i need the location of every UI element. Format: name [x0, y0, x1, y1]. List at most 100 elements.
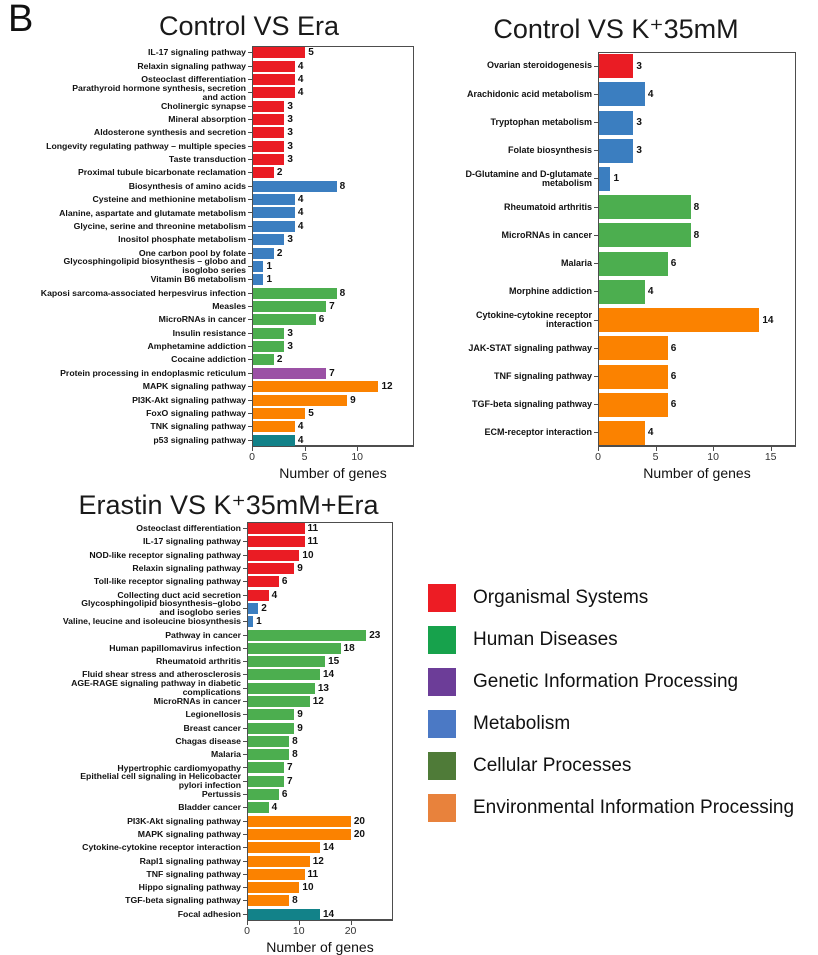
bar-hd	[248, 735, 290, 747]
y-tick	[594, 263, 598, 265]
bar-eip	[253, 381, 379, 393]
bar-os	[248, 523, 305, 535]
bar-row: Bladder cancer 4	[30, 801, 393, 814]
bar-value-label: 8	[339, 287, 346, 299]
bar-value-label: 4	[297, 220, 304, 232]
bar-eip	[253, 421, 295, 433]
pathway-label: Epithelial cell signaling in Helicobacte…	[80, 771, 241, 791]
legend-item: Genetic Information Processing	[428, 661, 794, 703]
bar-value-label: 6	[670, 258, 677, 270]
pathway-label: MicroRNAs in cancer	[153, 696, 241, 707]
pathway-label: TNK signaling pathway	[150, 421, 246, 432]
legend-color-swatch	[428, 710, 456, 738]
bar-row: Epithelial cell signaling in Helicobacte…	[30, 771, 393, 791]
x-tick-line	[357, 447, 359, 451]
legend-label: Cellular Processes	[473, 755, 632, 776]
bar-row: IL-17 signaling pathway 5	[2, 46, 414, 59]
bar-row: JAK-STAT signaling pathway 6	[410, 334, 796, 362]
bar-value-label: 10	[302, 549, 314, 561]
bar-value-label: 20	[353, 815, 365, 827]
bar-hd	[248, 656, 326, 668]
bar-value-label: 2	[276, 247, 283, 259]
y-tick	[248, 399, 252, 401]
bar-hd	[248, 669, 320, 681]
bar-hd	[599, 251, 668, 276]
bar-value-label: 1	[266, 274, 273, 286]
y-tick	[248, 185, 252, 187]
bar-row: IL-17 signaling pathway 11	[30, 535, 393, 548]
bar-value-label: 8	[292, 895, 298, 907]
bar-eip	[248, 855, 310, 867]
pathway-label: MAPK signaling pathway	[137, 829, 241, 839]
chart-title: Control VS Era	[158, 10, 340, 41]
x-tick-label: 10	[351, 451, 364, 463]
y-tick	[243, 687, 247, 689]
pathway-label: Chagas disease	[175, 735, 241, 746]
y-tick	[243, 780, 247, 782]
bar-value-label: 2	[276, 167, 283, 179]
bar-os	[253, 113, 285, 125]
bar-value-label: 11	[307, 523, 319, 535]
y-tick	[243, 807, 247, 809]
bar-m	[599, 138, 634, 163]
pathway-label: Human papillomavirus infection	[109, 642, 241, 653]
bar-value-label: 6	[281, 789, 288, 801]
bar-value-label: 4	[647, 427, 654, 439]
pathway-label: Cytokine-cytokine receptor interaction	[475, 309, 592, 330]
y-tick	[594, 122, 598, 124]
x-tick-line	[350, 921, 352, 925]
y-tick	[243, 740, 247, 742]
category-legend: Organismal Systems Human Diseases Genetic …	[428, 577, 794, 829]
bar-m	[253, 207, 295, 219]
bar-value-label: 14	[322, 908, 335, 920]
pathway-label: Aldosterone synthesis and secretion	[93, 127, 246, 138]
pathway-label: TGF-beta signaling pathway	[471, 399, 592, 410]
bar-value-label: 1	[266, 260, 273, 272]
bar-value-label: 4	[297, 421, 304, 433]
y-tick	[243, 847, 247, 849]
bar-value-label: 4	[297, 73, 304, 85]
pathway-label: Osteoclast differentiation	[136, 523, 241, 534]
y-tick	[243, 714, 247, 716]
panel-letter: B	[8, 0, 34, 40]
bar-value-label: 3	[287, 127, 293, 139]
pathway-label: Malaria	[560, 258, 592, 268]
pathway-label: Cysteine and methionine metabolism	[92, 194, 246, 205]
legend-label: Environmental Information Processing	[473, 797, 795, 818]
bar-value-label: 8	[292, 735, 298, 747]
y-tick	[248, 78, 252, 80]
pathway-label: Cholinergic synapse	[161, 100, 246, 111]
bar-value-label: 4	[647, 88, 654, 100]
bar-value-label: 12	[381, 381, 393, 393]
pathway-label: Insulin resistance	[172, 327, 246, 338]
pathway-label: Inositol phosphate metabolism	[118, 234, 246, 245]
bar-hd	[253, 341, 285, 353]
bar-row: ECM-receptor interaction 4	[410, 419, 796, 447]
bar-value-label: 4	[297, 194, 304, 206]
pathway-label: Rheumatoid arthritis	[156, 656, 241, 667]
bar-row: Ovarian steroidogenesis 3	[410, 52, 796, 80]
bar-row: Legionellosis 9	[30, 708, 393, 721]
bar-hd	[253, 314, 316, 326]
bar-row: Malaria 8	[30, 748, 393, 761]
y-tick	[594, 65, 598, 67]
bar-os	[253, 73, 295, 85]
pathway-label: Ovarian steroidogenesis	[486, 60, 592, 71]
pathway-label: Osteoclast differentiation	[141, 73, 246, 84]
pathway-label: Relaxin signaling pathway	[137, 60, 246, 71]
x-axis: 0 5 10	[249, 447, 414, 464]
x-tick-line	[770, 447, 772, 451]
x-tick-line	[247, 921, 248, 925]
bar-row: Biosynthesis of amino acids 8	[2, 180, 414, 193]
y-tick	[594, 376, 598, 378]
legend-item: Cellular Processes	[428, 745, 794, 787]
x-tick-label: 0	[249, 451, 255, 463]
y-tick	[594, 93, 598, 95]
y-tick	[594, 404, 598, 406]
bar-value-label: 14	[322, 669, 335, 681]
bar-eip	[248, 895, 290, 907]
pathway-label: Pertussis	[201, 789, 241, 800]
bar-value-label: 4	[647, 286, 654, 298]
bar-row: Pertussis 6	[30, 788, 393, 801]
pathway-label: Amphetamine addiction	[147, 341, 246, 352]
